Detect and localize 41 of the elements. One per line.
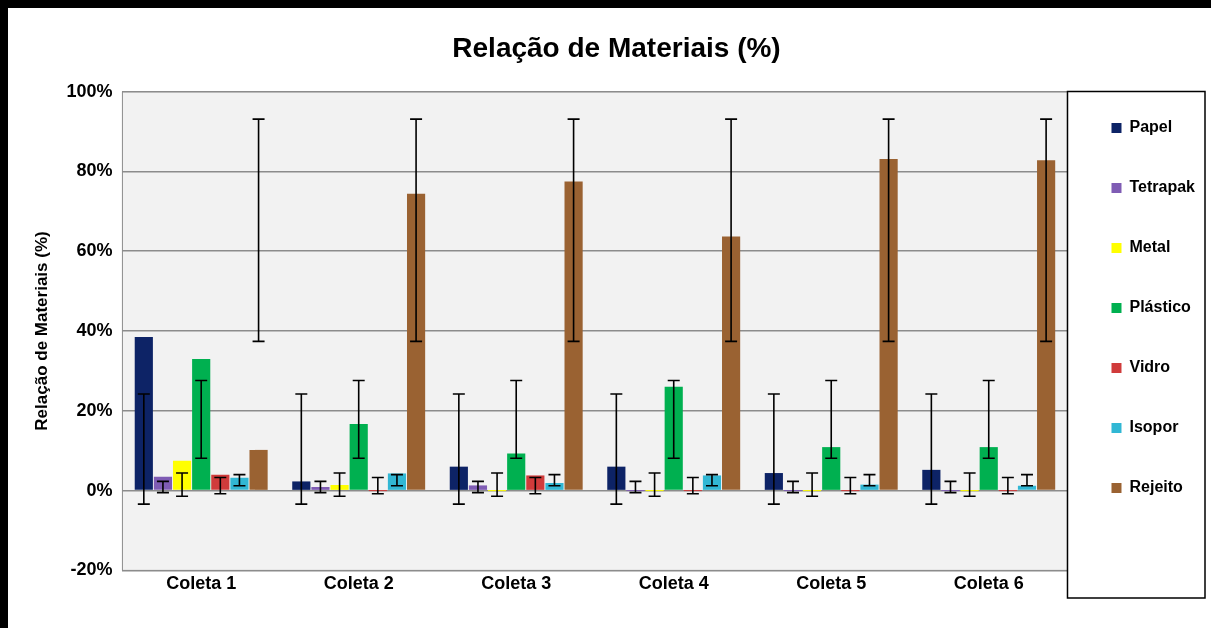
legend-label: Plástico: [1129, 298, 1192, 316]
bar: [564, 181, 583, 490]
bar: [507, 453, 526, 490]
legend-label: Rejeito: [1129, 478, 1184, 496]
x-tick-label: Coleta 4: [638, 573, 709, 594]
y-axis-title: Relação de Materiais (%): [31, 231, 51, 431]
legend-label: Vidro: [1129, 358, 1171, 376]
y-tick-label: -20%: [70, 559, 113, 580]
legend-label: Tetrapak: [1129, 178, 1196, 196]
legend-label: Isopor: [1129, 418, 1179, 436]
x-tick-label: Coleta 3: [481, 573, 552, 594]
bar: [922, 469, 941, 490]
bar: [607, 466, 626, 490]
bar: [249, 449, 268, 490]
bar: [192, 358, 211, 490]
bar: [722, 236, 741, 490]
x-tick-label: Coleta 2: [323, 573, 394, 594]
bar: [349, 423, 368, 490]
bar: [311, 487, 330, 490]
y-tick-label: 100%: [66, 80, 113, 101]
bar: [879, 159, 898, 490]
bar: [979, 447, 998, 490]
bar: [526, 475, 545, 490]
bar: [406, 193, 426, 490]
x-tick-label: Coleta 6: [953, 573, 1024, 594]
y-tick-label: 20%: [76, 399, 113, 420]
chart-title: Relação de Materiais (%): [452, 31, 781, 63]
bar: [822, 447, 841, 490]
legend-label: Papel: [1129, 118, 1173, 136]
bar: [134, 336, 153, 490]
bar: [1037, 160, 1056, 490]
y-tick-label: 60%: [76, 240, 113, 261]
bar: [292, 481, 311, 490]
x-tick-label: Coleta 5: [796, 573, 867, 594]
y-tick-label: 0%: [86, 479, 113, 500]
y-tick-label: 40%: [76, 319, 113, 340]
bar: [664, 386, 683, 490]
legend-label: Metal: [1129, 238, 1171, 256]
bar: [330, 485, 349, 490]
x-tick-label: Coleta 1: [166, 573, 237, 594]
y-tick-label: 80%: [76, 160, 113, 181]
